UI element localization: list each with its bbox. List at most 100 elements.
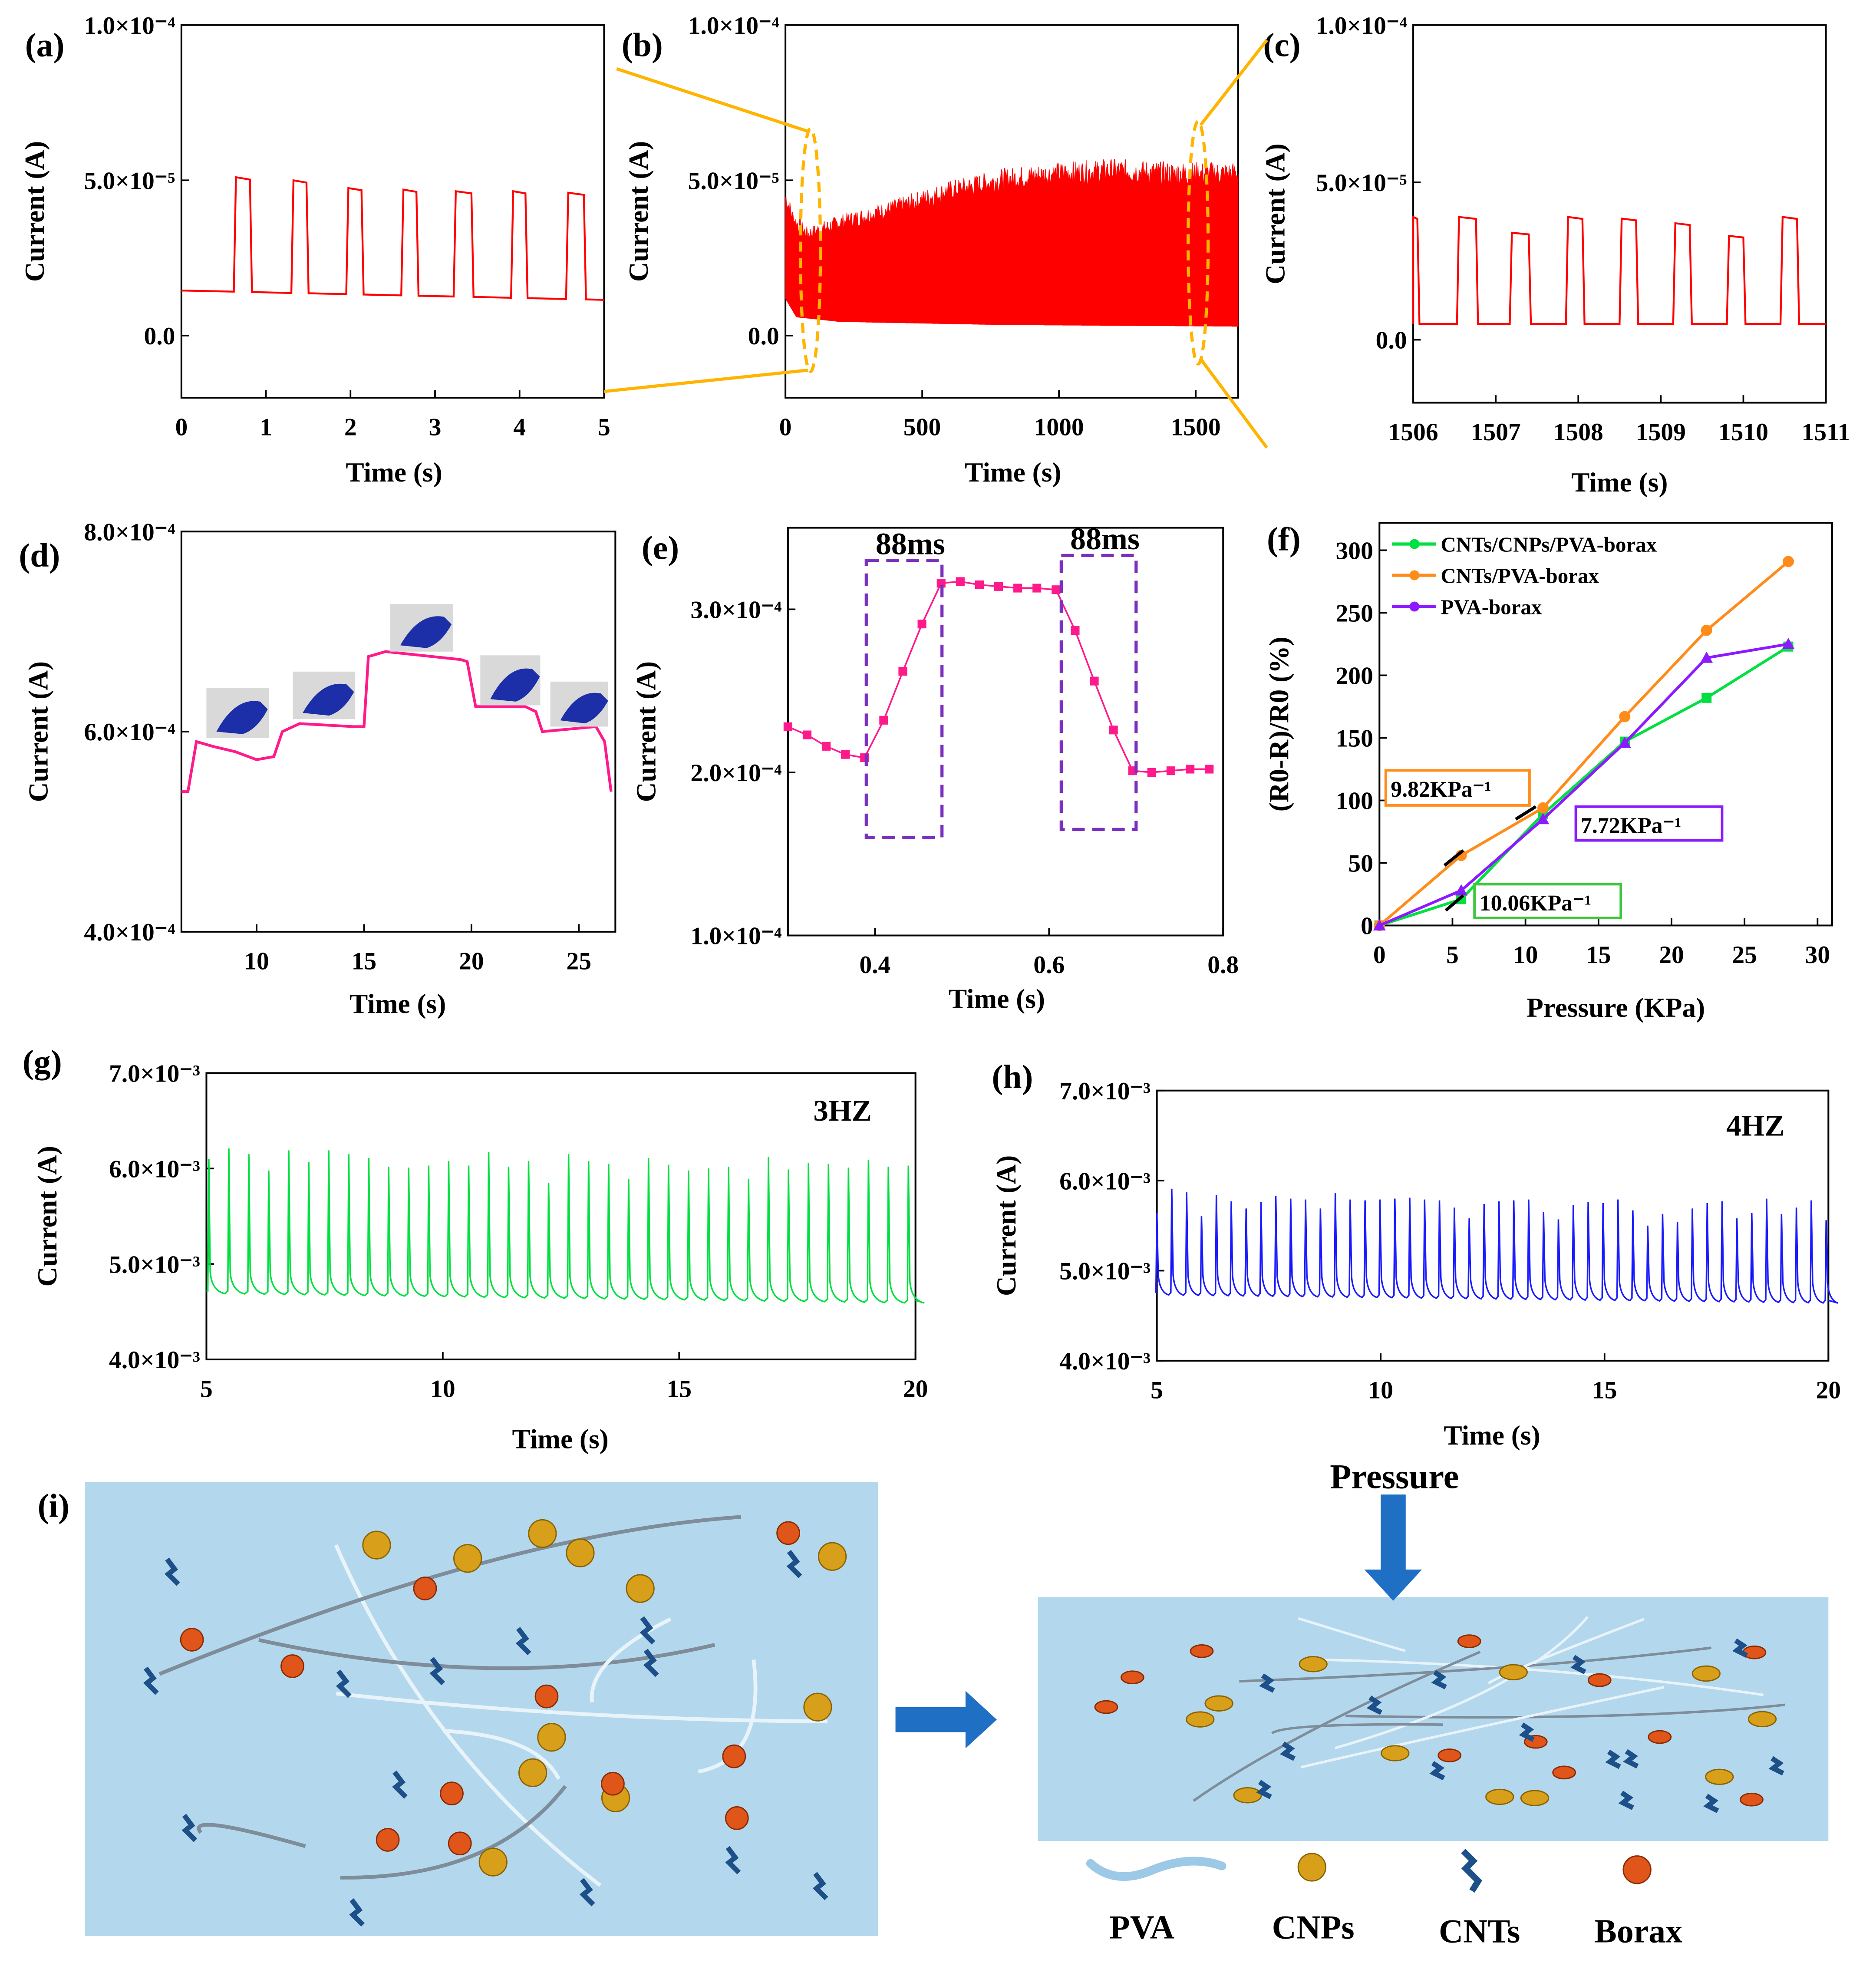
pva-chain [334,1544,602,1887]
chart-a: 0 1 2 3 4 5 0.0 5.0×10⁻⁵ 1.0×10⁻⁴ Time (s) Current… [20,12,610,488]
borax-sphere [413,1577,437,1600]
cnt-tube [812,1872,828,1900]
plot-frame [1378,521,1833,927]
panel-label-d: (d) [19,537,60,574]
x-axis-title: Time (s) [346,457,442,488]
y-tick-label: 1.0×10⁻⁴ [1316,12,1407,40]
schematic-panel-i: Pressure PVA CNPs CNTs Borax [85,1458,1829,1950]
x-tick-label: 15 [1586,941,1611,969]
pva-chain-icon [1086,1857,1226,1881]
borax-sphere [601,1771,625,1796]
x-tick-label: 0 [175,413,188,441]
polymer-network-right [1094,1616,1785,1813]
hand-gesture-photo [390,604,453,652]
pressure-label: Pressure [1330,1458,1459,1496]
data-point-marker [956,577,965,586]
borax-sphere [1648,1730,1672,1744]
data-point-marker [1109,726,1118,735]
x-tick-label: 5 [1151,1376,1163,1404]
data-point-marker [1700,651,1713,663]
y-tick-label: 6.0×10⁻⁴ [84,719,175,746]
cnt-tube [165,1557,180,1586]
y-tick-label: 0.0 [1376,327,1407,354]
zoom-window-end [1186,119,1210,366]
x-axis-title: Time (s) [512,1424,608,1455]
legend-label: CNTs/CNPs/PVA-borax [1441,532,1657,556]
borax-sphere [725,1806,749,1830]
hand-gesture-photo [550,681,608,727]
legend-label: CNTs/PVA-borax [1441,564,1599,587]
data-point-marker [1618,736,1631,748]
x-tick-label: 5 [200,1375,213,1402]
x-tick-label: 20 [1659,941,1684,969]
sensitivity-label: 10.06KPa⁻¹ [1480,891,1591,916]
data-point-marker [1536,813,1550,825]
plot-frame [787,527,1224,937]
gel-network-compressed [1038,1597,1829,1841]
cnt-tube [579,1878,595,1907]
x-tick-label: 2 [344,413,357,441]
data-point-marker [1537,802,1549,814]
gloved-hand-icon [216,701,268,734]
borax-sphere [1740,1792,1764,1807]
frequency-label: 4HZ [1726,1108,1784,1142]
chart-h: 5 10 15 20 4.0×10⁻³ 5.0×10⁻³ 6.0×10⁻³ 7.0×10⁻³ T… [991,1078,1841,1451]
x-tick-label: 1509 [1636,419,1686,446]
cnt-tube [1605,1749,1621,1769]
y-tick-label: 200 [1335,663,1373,690]
response-time-box [864,559,944,839]
cnp-sphere [626,1574,655,1603]
response-time-label: 88ms [1070,521,1140,556]
zoom-window-start [799,127,822,373]
legend-marker [1409,601,1420,612]
panel-label-c: (c) [1263,26,1300,64]
current-series-line [1155,1188,1839,1304]
charts: 0 1 2 3 4 5 0.0 5.0×10⁻⁵ 1.0×10⁻⁴ Time (s) Current… [20,12,1850,1455]
chart-g: 5 10 15 20 4.0×10⁻³ 5.0×10⁻³ 6.0×10⁻³ 7.0×10⁻³ T… [32,1060,928,1455]
data-point-marker [1783,556,1794,567]
chart-b: 0 500 1000 1500 0.0 5.0×10⁻⁵ 1.0×10⁻⁴ Time (s) C… [604,12,1268,488]
cnp-sphere [1747,1711,1777,1728]
y-axis-title: Current (A) [991,1155,1022,1296]
cnp-sphere [1299,1656,1328,1672]
cnp-sphere [1485,1788,1514,1805]
cnp-sphere [1233,1787,1262,1804]
plot-frame [180,24,605,399]
cnp-sphere [478,1847,508,1877]
x-tick-label: 1507 [1471,419,1521,446]
cnt-tube [392,1770,408,1799]
x-tick-label: 15 [352,947,377,975]
pva-chain [443,1728,560,1780]
y-axis-title: Current (A) [623,141,654,282]
x-tick-label: 3 [429,413,442,441]
frequency-label: 3HZ [813,1094,871,1127]
response-time-box [1059,554,1138,831]
borax-sphere [1094,1700,1118,1714]
y-axis-title: Current (A) [20,141,50,282]
cnp-sphere [1705,1768,1734,1785]
x-axis-title: Time (s) [349,989,446,1019]
x-tick-label: 1500 [1171,413,1221,441]
cnt-tube [643,1649,659,1677]
gloved-hand-icon [303,683,354,716]
x-tick-label: 10 [1368,1376,1393,1404]
cnt-tube [786,1550,802,1578]
cnt-tube [143,1666,159,1695]
x-tick-label: 0.4 [859,951,890,979]
legend-cnps: CNPs [1272,1909,1355,1946]
panel-label-b: (b) [622,26,663,64]
panel-label-i: (i) [38,1487,69,1524]
cnp-sphere [518,1758,547,1787]
data-point-marker [879,716,888,725]
chart-c: 1506 1507 1508 1509 1510 1511 0.0 5.0×10⁻⁵ 1.0×1… [1260,12,1850,498]
cnt-tube [515,1627,531,1656]
sensitivity-box [1574,805,1724,842]
cnt-tube [1259,1673,1275,1693]
series-line-CNTs/CNPs/PVA-borax [1379,645,1789,927]
x-tick-label: 15 [1592,1376,1617,1404]
data-point-marker [841,750,850,759]
y-tick-label: 4.0×10⁻³ [109,1346,200,1374]
cnt-tube [1703,1794,1719,1813]
borax-sphere [280,1654,304,1678]
